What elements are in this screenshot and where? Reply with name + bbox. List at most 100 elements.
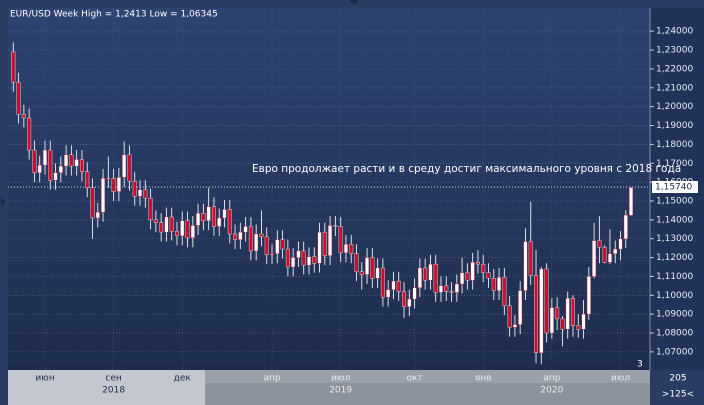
y-tick-label: 1,07000 — [656, 347, 693, 357]
candle-body — [486, 272, 491, 279]
candle-body — [254, 233, 259, 252]
candle-body — [412, 287, 417, 300]
candle-body — [217, 217, 222, 227]
candle-body — [69, 154, 74, 167]
candle-body — [433, 263, 438, 293]
candle-body — [470, 262, 475, 281]
candle-body — [354, 253, 359, 272]
candle-body — [407, 298, 412, 307]
candle-body — [623, 214, 628, 239]
candle-body — [365, 257, 370, 275]
candle-body — [85, 171, 90, 188]
x-tick-label: июн — [35, 374, 54, 384]
candle-body — [238, 231, 243, 240]
visible-bars-label[interactable]: >125< — [662, 390, 694, 400]
candle-body — [370, 257, 375, 279]
candle-body — [386, 289, 391, 298]
candle-body — [74, 159, 79, 167]
y-tick-label: 1,21000 — [656, 83, 693, 93]
x-tick-label: апр — [543, 374, 560, 384]
candle-body — [95, 212, 100, 219]
candle-body — [132, 180, 137, 197]
candle-body — [301, 250, 306, 266]
candle-body — [576, 325, 581, 330]
candle-body — [190, 225, 195, 238]
candle-body — [391, 280, 396, 290]
annotation: Евро продолжает расти и в среду достиг м… — [252, 163, 681, 175]
candle-body — [138, 189, 143, 197]
candle-body — [592, 240, 597, 277]
candle-body — [481, 263, 486, 273]
x-tick-label: янв — [475, 374, 492, 384]
candle-body — [317, 231, 322, 264]
y-tick-label: 1,18000 — [656, 140, 693, 150]
candle-body — [454, 283, 459, 293]
x-tick-label: дек — [174, 374, 192, 384]
candle-body — [264, 236, 269, 255]
candle-body — [21, 114, 26, 119]
candle-body — [581, 313, 586, 330]
x-tick-label: апр — [263, 374, 280, 384]
candle-body — [438, 285, 443, 293]
candle-body — [11, 51, 16, 83]
candle-body — [396, 280, 401, 292]
candle-body — [58, 165, 63, 173]
candle-body — [349, 244, 354, 254]
candle-body — [512, 324, 517, 328]
zoom-label[interactable]: 205 — [669, 374, 686, 384]
candle-body — [629, 187, 634, 216]
candle-body — [222, 209, 227, 219]
candle-body — [143, 189, 148, 199]
candle-body — [306, 256, 311, 266]
y-tick-label: 1,17000 — [656, 159, 693, 169]
candle-body — [333, 225, 338, 227]
candle-body — [328, 225, 333, 256]
last-price-box — [652, 181, 698, 194]
candle-body — [565, 297, 570, 330]
time-axis-shade — [205, 370, 650, 383]
candle-body — [491, 278, 496, 291]
candle-body — [607, 253, 612, 263]
x-tick-label: окт — [406, 374, 422, 384]
candle-body — [618, 238, 623, 250]
candle-body — [148, 197, 153, 221]
candle-body — [475, 262, 480, 265]
chart-title: EUR/USD Week High = 1,2413 Low = 1,06345 — [10, 10, 218, 20]
candle-body — [106, 178, 111, 180]
candle-body — [53, 172, 58, 181]
candle-body — [42, 149, 47, 166]
candle-body — [312, 256, 317, 264]
candle-body — [444, 285, 449, 292]
zoom-panel — [650, 370, 704, 405]
candle-body — [359, 271, 364, 275]
y-tick-label: 1,19000 — [656, 121, 693, 131]
candle-body — [248, 226, 253, 252]
x-tick-label: июл — [611, 374, 630, 384]
candle-body — [291, 257, 296, 268]
year-label: 2018 — [102, 386, 125, 396]
y-tick-label: 1,14000 — [656, 215, 693, 225]
candle-body — [423, 267, 428, 281]
candle-body — [534, 275, 539, 354]
y-tick-label: 1,12000 — [656, 253, 693, 263]
candle-body — [164, 216, 169, 233]
candle-body — [539, 268, 544, 354]
year-label: 2020 — [540, 386, 563, 396]
y-tick-label: 1,22000 — [656, 64, 693, 74]
candle-body — [602, 246, 607, 263]
candle-body — [375, 267, 380, 279]
x-tick-label: июл — [331, 374, 350, 384]
candle-body — [127, 154, 132, 182]
candle-body — [570, 297, 575, 326]
candle-body — [64, 154, 69, 167]
candle-body — [322, 231, 327, 256]
candle-body — [169, 216, 174, 232]
candle-body — [544, 268, 549, 334]
candle-body — [227, 209, 232, 235]
candle-body — [402, 291, 407, 307]
candle-body — [285, 248, 290, 268]
candle-body — [16, 81, 21, 115]
candle-body — [518, 290, 523, 325]
candle-body — [549, 307, 554, 334]
